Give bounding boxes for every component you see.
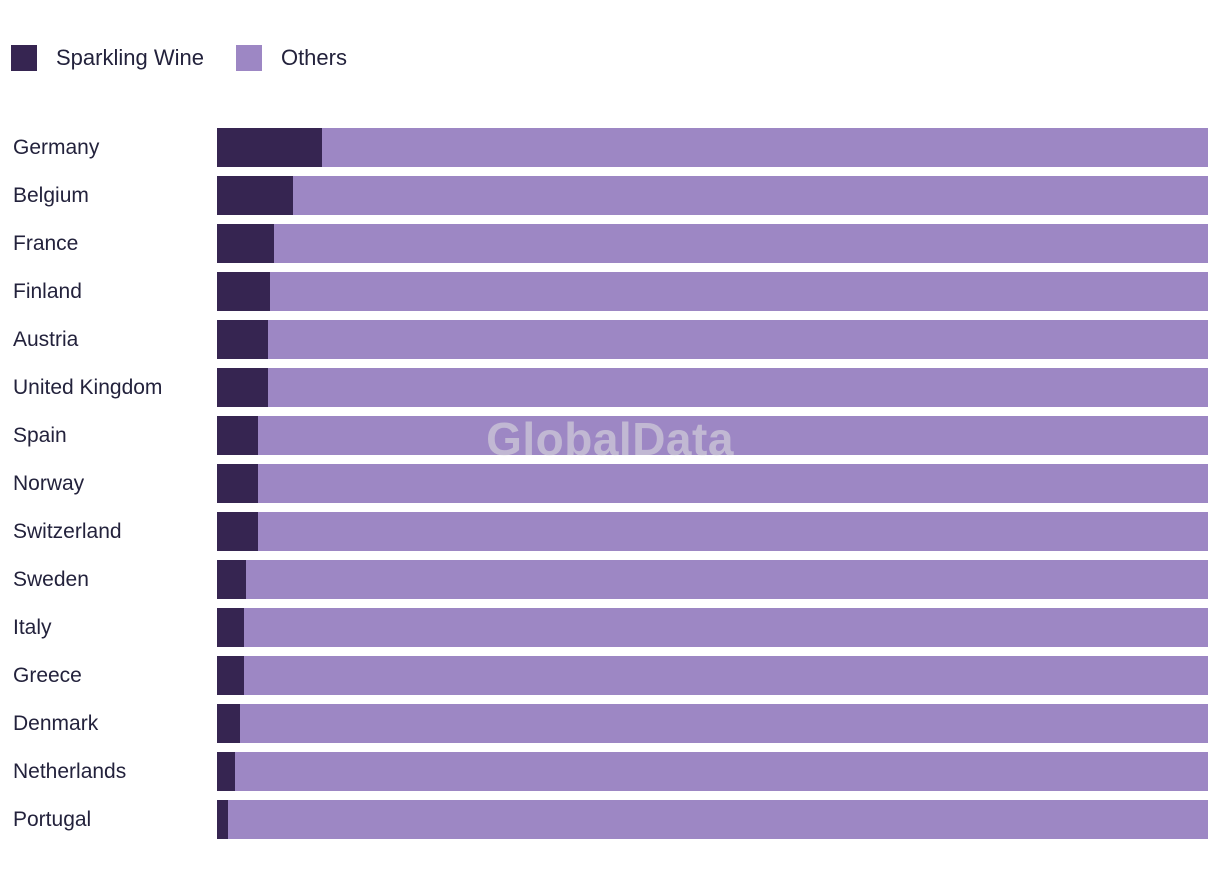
bar-segment-sparkling-wine [217, 368, 268, 407]
bar-segment-sparkling-wine [217, 512, 258, 551]
chart-row: Sweden [0, 560, 1220, 599]
bar-segment-others [267, 368, 1208, 407]
bar-segment-others [239, 704, 1208, 743]
bar-row [217, 752, 1208, 791]
bar-row [217, 176, 1208, 215]
bar-segment-others [322, 128, 1208, 167]
bar-segment-others [243, 608, 1208, 647]
category-label: Sweden [13, 567, 89, 591]
legend-swatch-others [235, 45, 262, 71]
category-label: Germany [13, 135, 100, 159]
chart-row: Austria [0, 320, 1220, 359]
bar-segment-others [245, 560, 1208, 599]
bar-segment-sparkling-wine [217, 752, 235, 791]
bar-segment-sparkling-wine [217, 464, 258, 503]
chart-row: Spain [0, 416, 1220, 455]
category-label: Italy [13, 615, 52, 639]
chart-row: Portugal [0, 800, 1220, 839]
bar-segment-sparkling-wine [217, 656, 244, 695]
bar-segment-others [274, 224, 1208, 263]
bar-segment-sparkling-wine [217, 608, 244, 647]
legend-item-sparkling-wine: Sparkling Wine [11, 45, 204, 71]
bar-segment-sparkling-wine [217, 416, 258, 455]
category-label: United Kingdom [13, 375, 163, 399]
legend-label-others: Others [280, 45, 347, 70]
category-label: Denmark [13, 711, 99, 735]
bar-segment-others [293, 176, 1208, 215]
bar-row [217, 416, 1208, 455]
stacked-bar-chart: Germany Belgium France Finland Austria United… [0, 128, 1220, 839]
category-label: Greece [13, 663, 82, 687]
bar-row [217, 368, 1208, 407]
chart-row: Italy [0, 608, 1220, 647]
category-label: Norway [13, 471, 85, 495]
bar-row [217, 128, 1208, 167]
bar-row [217, 464, 1208, 503]
category-label: Belgium [13, 183, 89, 207]
bar-segment-others [227, 800, 1208, 839]
chart-row: Belgium [0, 176, 1220, 215]
bar-row [217, 800, 1208, 839]
bar-segment-others [269, 272, 1208, 311]
category-label: Portugal [13, 807, 92, 831]
bar-segment-others [234, 752, 1208, 791]
bar-segment-others [257, 512, 1208, 551]
bar-segment-others [257, 464, 1208, 503]
bar-row [217, 272, 1208, 311]
legend-label-sparkling-wine: Sparkling Wine [56, 45, 204, 70]
bar-segment-sparkling-wine [217, 272, 270, 311]
bar-segment-others [243, 656, 1208, 695]
bar-segment-sparkling-wine [217, 176, 294, 215]
chart-row: France [0, 224, 1220, 263]
category-label: Netherlands [13, 759, 127, 783]
bar-row [217, 608, 1208, 647]
bar-row [217, 320, 1208, 359]
bar-segment-sparkling-wine [217, 560, 246, 599]
bar-segment-others [257, 416, 1208, 455]
bar-segment-sparkling-wine [217, 320, 268, 359]
bar-row [217, 560, 1208, 599]
chart-row: Finland [0, 272, 1220, 311]
bar-row [217, 224, 1208, 263]
category-label: Spain [13, 423, 67, 447]
category-label: Austria [13, 327, 79, 351]
bar-row [217, 512, 1208, 551]
legend-swatch-sparkling-wine [11, 45, 37, 71]
chart-row: Denmark [0, 704, 1220, 743]
chart-row: United Kingdom [0, 368, 1220, 407]
category-label: France [13, 231, 79, 255]
bar-segment-sparkling-wine [217, 128, 323, 167]
bar-segment-others [267, 320, 1208, 359]
bar-segment-sparkling-wine [217, 800, 228, 839]
chart-row: Norway [0, 464, 1220, 503]
chart-row: Greece [0, 656, 1220, 695]
bar-row [217, 704, 1208, 743]
legend-item-others: Others [235, 45, 347, 71]
chart-row: Germany [0, 128, 1220, 167]
bar-segment-sparkling-wine [217, 224, 275, 263]
bar-row [217, 656, 1208, 695]
bar-segment-sparkling-wine [217, 704, 240, 743]
chart-row: Switzerland [0, 512, 1220, 551]
chart-row: Netherlands [0, 752, 1220, 791]
legend: Sparkling Wine Others [11, 45, 347, 71]
category-label: Switzerland [13, 519, 122, 543]
category-label: Finland [13, 279, 82, 303]
